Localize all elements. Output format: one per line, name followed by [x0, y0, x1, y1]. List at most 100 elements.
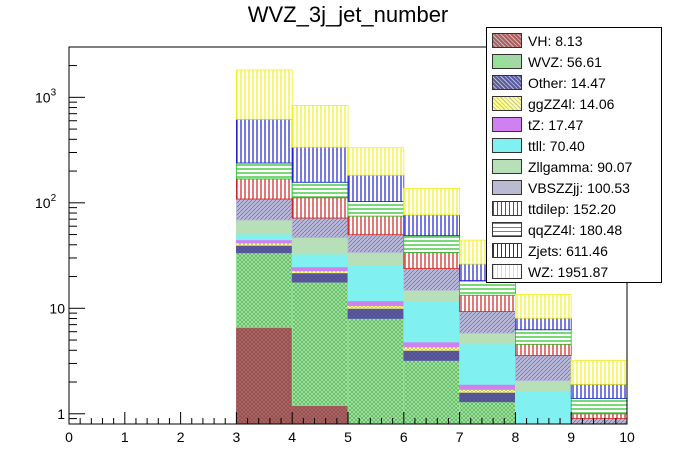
bar-other-bin-5 [347, 307, 405, 319]
chart-title: WVZ_3j_jet_number [247, 2, 449, 27]
legend-label-ttll: ttll: 70.40 [528, 137, 585, 154]
legend-swatch-wvz [492, 54, 522, 69]
bar-tz-bin-4 [291, 266, 349, 272]
bar-wz-bin-3 [235, 69, 293, 120]
legend-entry-tz: tZ: 17.47 [487, 114, 661, 135]
bar-ttdilep-bin-7 [459, 294, 516, 313]
x-tick-label-8: 8 [512, 429, 520, 445]
bar-wvz-bin-5 [347, 318, 405, 425]
bar-ggzz4l-bin-7 [459, 389, 516, 393]
legend-label-wz: WZ: 1951.87 [528, 263, 609, 280]
y-tick-label-1000: 103 [35, 87, 57, 105]
legend-label-other: Other: 14.47 [528, 74, 606, 91]
legend-label-ggzz4l: ggZZ4l: 14.06 [528, 95, 615, 112]
legend-swatch-vh [492, 33, 522, 48]
bar-vbszzjj-bin-5 [347, 234, 405, 253]
bar-zllgamma-bin-8 [515, 380, 572, 391]
bar-wz-bin-4 [291, 105, 349, 148]
bar-zjets-bin-5 [347, 174, 405, 202]
bar-qqzz4l-bin-4 [291, 181, 349, 199]
legend-entry-zjets: Zjets: 611.46 [487, 240, 661, 261]
bar-zjets-bin-9 [570, 383, 628, 399]
legend-entry-other: Other: 14.47 [487, 72, 661, 93]
bar-tz-bin-5 [347, 300, 405, 307]
x-tick-label-5: 5 [344, 429, 352, 445]
x-tick-label-4: 4 [288, 429, 296, 445]
bar-zjets-bin-8 [515, 317, 572, 331]
bar-zllgamma-bin-5 [347, 252, 405, 266]
bar-zllgamma-bin-7 [459, 332, 516, 345]
legend-swatch-zllgamma [492, 159, 522, 174]
bar-vbszzjj-bin-9 [570, 418, 628, 425]
bar-vbszzjj-bin-7 [459, 311, 516, 334]
x-tick-label-10: 10 [619, 429, 635, 445]
x-tick-label-1: 1 [121, 429, 129, 445]
bar-wvz-bin-7 [459, 401, 516, 425]
bar-qqzz4l-bin-9 [570, 397, 628, 415]
bar-ttll-bin-8 [515, 390, 572, 425]
bar-vbszzjj-bin-8 [515, 355, 572, 382]
legend-swatch-ggzz4l [492, 96, 522, 111]
x-tick-label-6: 6 [400, 429, 408, 445]
bar-tz-bin-7 [459, 383, 516, 390]
bar-wz-bin-5 [347, 147, 405, 176]
bar-zllgamma-bin-4 [291, 237, 349, 255]
bar-ttll-bin-4 [291, 253, 349, 268]
bar-other-bin-7 [459, 391, 516, 403]
bar-tz-bin-3 [235, 239, 293, 244]
bar-ggzz4l-bin-5 [347, 305, 405, 309]
x-tick-label-9: 9 [567, 429, 575, 445]
legend-entry-ttll: ttll: 70.40 [487, 135, 661, 156]
x-tick-label-7: 7 [456, 429, 464, 445]
legend-label-wvz: WVZ: 56.61 [528, 53, 602, 70]
bar-vbszzjj-bin-4 [291, 217, 349, 239]
bar-ttll-bin-5 [347, 264, 405, 302]
bar-ttdilep-bin-9 [570, 413, 628, 420]
bar-wz-bin-9 [570, 360, 628, 385]
bar-ggzz4l-bin-6 [403, 346, 460, 351]
bar-wz-bin-6 [403, 188, 460, 216]
bar-vh-bin-4 [291, 405, 349, 425]
x-tick-label-0: 0 [65, 429, 73, 445]
legend-label-vbszzjj: VBSZZjj: 100.53 [528, 179, 630, 196]
legend: VH: 8.13 WVZ: 56.61 Other: 14.47 ggZZ4l:… [486, 27, 662, 283]
bar-qqzz4l-bin-3 [235, 162, 293, 180]
bar-ttdilep-bin-5 [347, 215, 405, 236]
bar-zjets-bin-3 [235, 118, 293, 164]
legend-entry-ggzz4l: ggZZ4l: 14.06 [487, 93, 661, 114]
legend-swatch-vbszzjj [492, 180, 522, 195]
bar-qqzz4l-bin-5 [347, 201, 405, 217]
legend-entry-wvz: WVZ: 56.61 [487, 51, 661, 72]
bar-zjets-bin-6 [403, 214, 460, 237]
bar-ttll-bin-7 [459, 343, 516, 385]
bar-qqzz4l-bin-8 [515, 329, 572, 345]
legend-entry-vbszzjj: VBSZZjj: 100.53 [487, 177, 661, 198]
legend-swatch-tz [492, 117, 522, 132]
legend-label-tz: tZ: 17.47 [528, 116, 584, 133]
bar-zjets-bin-4 [291, 146, 349, 183]
legend-label-qqzz4l: qqZZ4l: 180.48 [528, 221, 623, 238]
bar-ttdilep-bin-4 [291, 197, 349, 219]
legend-entry-vh: VH: 8.13 [487, 30, 661, 51]
bar-other-bin-4 [291, 272, 349, 283]
legend-swatch-zjets [492, 243, 522, 258]
bar-vh-bin-3 [235, 326, 293, 425]
bar-ttdilep-bin-8 [515, 343, 572, 357]
x-tick-label-3: 3 [233, 429, 241, 445]
legend-entry-qqzz4l: qqZZ4l: 180.48 [487, 219, 661, 240]
legend-label-ttdilep: ttdilep: 152.20 [528, 200, 616, 217]
legend-label-zllgamma: Zllgamma: 90.07 [528, 158, 633, 175]
legend-swatch-ttll [492, 138, 522, 153]
bar-other-bin-3 [235, 244, 293, 254]
bar-qqzz4l-bin-6 [403, 235, 460, 253]
bar-vbszzjj-bin-6 [403, 268, 460, 291]
y-tick-label-100: 102 [35, 193, 57, 211]
legend-swatch-wz [492, 264, 522, 279]
legend-entry-wz: WZ: 1951.87 [487, 261, 661, 282]
y-tick-label-10: 10 [49, 300, 65, 316]
bar-ttll-bin-3 [235, 233, 293, 241]
y-tick-label-1: 1 [57, 406, 65, 422]
legend-entry-ttdilep: ttdilep: 152.20 [487, 198, 661, 219]
legend-swatch-qqzz4l [492, 222, 522, 237]
bar-wvz-bin-4 [291, 281, 349, 406]
